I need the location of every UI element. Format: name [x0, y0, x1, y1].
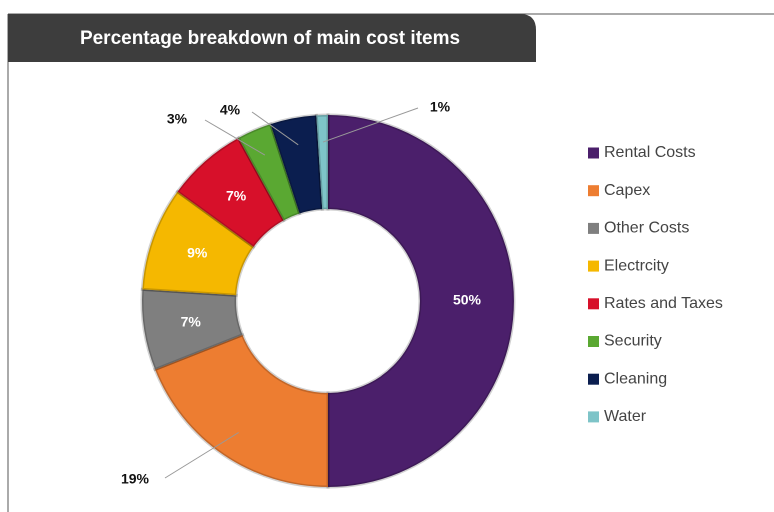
chart-title: Percentage breakdown of main cost items	[80, 28, 460, 49]
donut-slice	[153, 332, 330, 489]
legend-label: Capex	[604, 182, 650, 199]
data-label: 3%	[167, 111, 188, 127]
legend-swatch	[588, 222, 599, 234]
legend-label: Security	[604, 333, 662, 350]
data-label: 7%	[181, 313, 202, 329]
donut-slice	[268, 113, 324, 216]
donut-slice	[140, 287, 245, 372]
legend-swatch	[588, 336, 599, 347]
legend-label: Other Costs	[604, 220, 689, 237]
leader-line	[251, 111, 299, 146]
data-label: 9%	[187, 245, 208, 261]
legend-swatch	[588, 373, 599, 385]
legend-label: Water	[604, 408, 647, 425]
data-label: 4%	[220, 102, 241, 118]
donut-slice	[140, 189, 256, 297]
legend-label: Cleaning	[604, 370, 667, 387]
leader-line	[164, 432, 239, 479]
legend-swatch	[588, 411, 599, 423]
legend-label: Rental Costs	[604, 144, 696, 161]
data-label: 50%	[453, 292, 482, 308]
legend-swatch	[588, 298, 599, 310]
leader-line	[204, 119, 266, 156]
data-label: 1%	[430, 99, 451, 115]
donut-slice	[326, 113, 516, 489]
leader-line	[322, 107, 419, 143]
donut-slice	[314, 113, 330, 211]
header-tab	[8, 14, 536, 62]
data-label: 7%	[226, 187, 247, 203]
legend-label: Electrcity	[604, 257, 669, 274]
legend-swatch	[588, 147, 599, 159]
legend-swatch	[588, 260, 599, 272]
legend-swatch	[588, 185, 599, 197]
legend-label: Rates and Taxes	[604, 295, 723, 312]
data-label: 19%	[121, 471, 150, 487]
